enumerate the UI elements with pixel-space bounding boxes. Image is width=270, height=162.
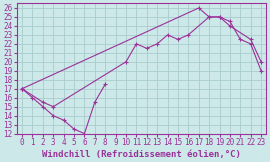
X-axis label: Windchill (Refroidissement éolien,°C): Windchill (Refroidissement éolien,°C)	[42, 150, 241, 159]
